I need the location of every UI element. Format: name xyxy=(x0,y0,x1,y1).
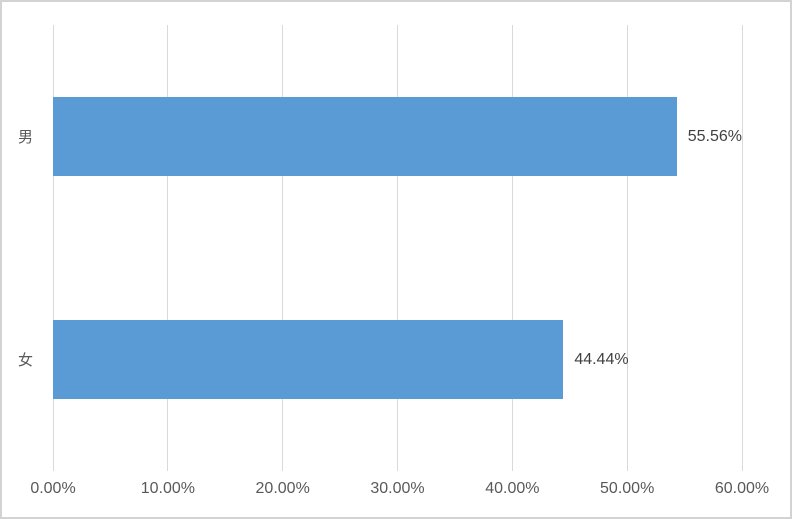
plot-area: 55.56% 44.44% xyxy=(52,25,743,471)
category-label-female: 女 xyxy=(17,352,33,369)
data-label-female: 44.44% xyxy=(574,350,629,368)
gridline xyxy=(741,25,743,471)
bar-row-female: 44.44% xyxy=(53,248,742,471)
x-tick-label: 60.00% xyxy=(714,480,770,497)
gridline xyxy=(282,25,284,471)
gridline xyxy=(167,25,169,471)
x-axis: 0.00% 10.00% 20.00% 30.00% 40.00% 50.00% 60.00… xyxy=(30,471,769,505)
bar-row-male: 55.56% xyxy=(53,25,742,248)
x-tick-label: 20.00% xyxy=(255,480,310,497)
category-axis: 男 女 xyxy=(2,25,53,471)
x-tick-label: 10.00% xyxy=(140,480,195,497)
bar-male[interactable] xyxy=(53,97,677,176)
gridlines xyxy=(52,25,743,471)
x-tick-label: 30.00% xyxy=(370,480,425,497)
x-tick-label: 50.00% xyxy=(600,480,655,497)
x-tick-label: 40.00% xyxy=(485,480,540,497)
bar-series: 55.56% 44.44% xyxy=(53,25,742,471)
gridline xyxy=(626,25,628,471)
x-tick-label: 0.00% xyxy=(30,480,76,497)
data-label-male: 55.56% xyxy=(687,127,742,145)
category-label-male: 男 xyxy=(17,129,33,146)
bar-female[interactable] xyxy=(53,320,564,399)
gridline xyxy=(397,25,398,471)
gridline xyxy=(52,25,54,471)
gridline xyxy=(511,25,513,471)
